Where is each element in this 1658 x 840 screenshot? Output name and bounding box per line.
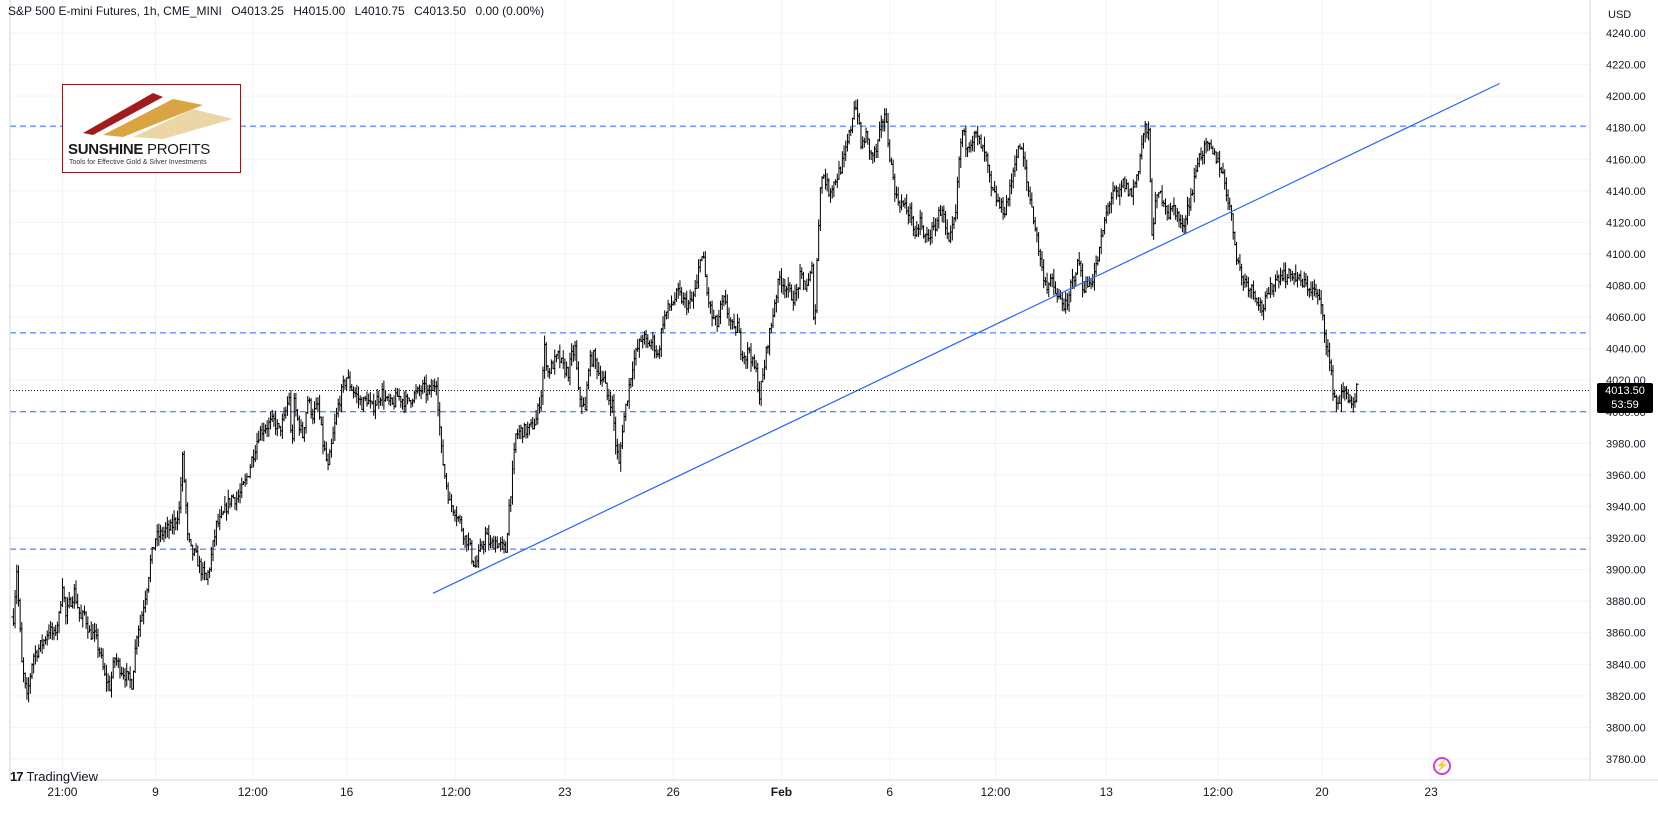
ohlc-high: H4015.00 [293,4,346,18]
y-tick-label: 4080.00 [1606,281,1646,293]
trendline[interactable] [432,82,1500,594]
current-price-tag: 4013.50 53:59 [1597,383,1653,413]
logo-swoosh-icon [83,93,233,139]
x-tick-label: 26 [667,785,681,799]
logo-brand: SUNSHINE PROFITS [68,141,210,158]
y-tick-label: 4040.00 [1606,344,1646,356]
y-tick-label: 4180.00 [1606,123,1646,135]
ohlc-change: 0.00 (0.00%) [475,4,545,18]
x-tick-label: 9 [152,785,159,799]
x-tick-label: 23 [558,785,572,799]
x-tick-label: 16 [340,785,354,799]
tradingview-footer[interactable]: 17 TradingView [10,769,98,784]
candle [469,540,474,565]
x-tick-label: Feb [771,785,792,799]
trendline-segment[interactable] [432,82,1500,594]
ohlc-close: C4013.50 [414,4,467,18]
y-tick-label: 4240.00 [1606,28,1646,40]
axes [9,0,1658,781]
y-tick-label: 3820.00 [1606,691,1646,703]
y-tick-label: 4120.00 [1606,217,1646,229]
x-tick-label: 21:00 [47,785,77,799]
candle [1354,383,1359,403]
lightning-alert-icon[interactable]: ⚡ [1433,757,1451,775]
x-tick-label: 20 [1315,785,1329,799]
tradingview-logo-icon: 17 [10,769,24,784]
y-tick-label: 4140.00 [1606,186,1646,198]
ohlc-low: L4010.75 [354,4,405,18]
y-tick-label: 4200.00 [1606,91,1646,103]
x-tick-label: 12:00 [1203,785,1233,799]
x-tick-label: 12:00 [980,785,1010,799]
bar-countdown: 53:59 [1611,399,1639,411]
current-price-value: 4013.50 [1605,385,1645,397]
y-tick-label: 3940.00 [1606,501,1646,513]
y-tick-label: 3880.00 [1606,596,1646,608]
y-tick-label: 4160.00 [1606,154,1646,166]
y-tick-label: 3800.00 [1606,722,1646,734]
y-tick-label: 3960.00 [1606,470,1646,482]
logo-tagline: Tools for Effective Gold & Silver Invest… [69,159,207,166]
y-tick-label: 3840.00 [1606,659,1646,671]
y-tick-label: 3780.00 [1606,754,1646,766]
y-tick-label: 3860.00 [1606,628,1646,640]
y-tick-label: 4220.00 [1606,60,1646,72]
candle [989,170,994,197]
y-tick-label: 3920.00 [1606,533,1646,545]
currency-label[interactable]: USD [1608,9,1632,21]
tradingview-brand: TradingView [26,769,99,784]
y-tick-label: 4060.00 [1606,312,1646,324]
x-tick-label: 12:00 [441,785,471,799]
symbol-title[interactable]: S&P 500 E-mini Futures, 1h, CME_MINI [8,4,222,18]
candlestick-series [11,99,1359,703]
x-axis-ticks: 21:00 9 12:00 16 12:00 23 26 Feb 6 12:00 13 12:00 20… [47,785,1438,799]
x-tick-label: 6 [886,785,893,799]
symbol-header: S&P 500 E-mini Futures, 1h, CME_MINI O40… [8,4,550,18]
horizontal-levels [10,125,1590,550]
x-tick-label: 13 [1100,785,1114,799]
sunshine-profits-logo: SUNSHINE PROFITS Tools for Effective Gol… [62,84,241,173]
y-tick-label: 4100.00 [1606,249,1646,261]
x-tick-label: 23 [1424,785,1438,799]
y-tick-label: 3900.00 [1606,565,1646,577]
ohlc-open: O4013.25 [231,4,284,18]
x-tick-label: 12:00 [238,785,268,799]
y-tick-label: 3980.00 [1606,438,1646,450]
candle [850,117,855,134]
